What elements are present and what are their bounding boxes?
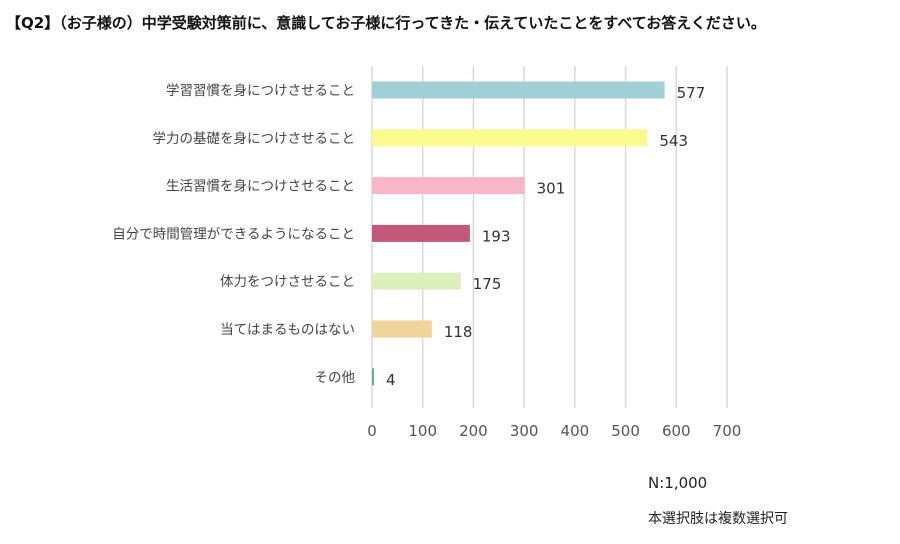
value-label: 193 [482, 227, 511, 245]
value-label: 118 [444, 323, 473, 341]
x-tick-label: 100 [408, 422, 437, 440]
value-label: 4 [386, 371, 396, 389]
x-tick-label: 300 [510, 422, 539, 440]
x-tick-label: 600 [662, 422, 691, 440]
bars [372, 81, 665, 386]
category-label: 学力の基礎を身につけさせること [153, 130, 356, 147]
sample-size-label: N:1,000 [648, 474, 708, 492]
x-tick-label: 200 [459, 422, 488, 440]
value-label: 543 [659, 132, 688, 150]
value-label: 301 [537, 180, 566, 198]
bar [372, 224, 470, 242]
x-axis-ticks: 0 100 200 300 400 500 600 700 [367, 422, 741, 440]
category-label: 生活習慣を身につけさせること [166, 179, 355, 195]
value-label: 577 [677, 84, 706, 102]
category-label: 学習習慣を身につけさせること [166, 83, 355, 99]
bar [372, 177, 525, 195]
bar [372, 81, 665, 99]
value-labels: 577 543 301 193 175 118 4 [386, 84, 705, 389]
category-label: その他 [315, 370, 356, 386]
chart-title: 【Q2】（お子様の）中学受験対策前に、意識してお子様に行ってきた・伝えていたこと… [6, 14, 766, 32]
x-tick-label: 700 [713, 422, 742, 440]
value-label: 175 [473, 275, 502, 293]
category-label: 自分で時間管理ができるようになること [112, 226, 355, 242]
bar [372, 368, 375, 386]
bar [372, 320, 432, 338]
category-labels: 学習習慣を身につけさせること学力の基礎を身につけさせること生活習慣を身につけさせ… [112, 83, 355, 386]
x-tick-label: 400 [561, 422, 590, 440]
bar [372, 272, 461, 290]
bar [372, 129, 648, 147]
x-tick-label: 500 [611, 422, 640, 440]
category-label: 体力をつけさせること [220, 274, 355, 290]
category-label: 当てはまるものはない [220, 322, 355, 338]
multiple-choice-note: 本選択肢は複数選択可 [648, 511, 788, 527]
x-tick-label: 0 [367, 422, 377, 440]
